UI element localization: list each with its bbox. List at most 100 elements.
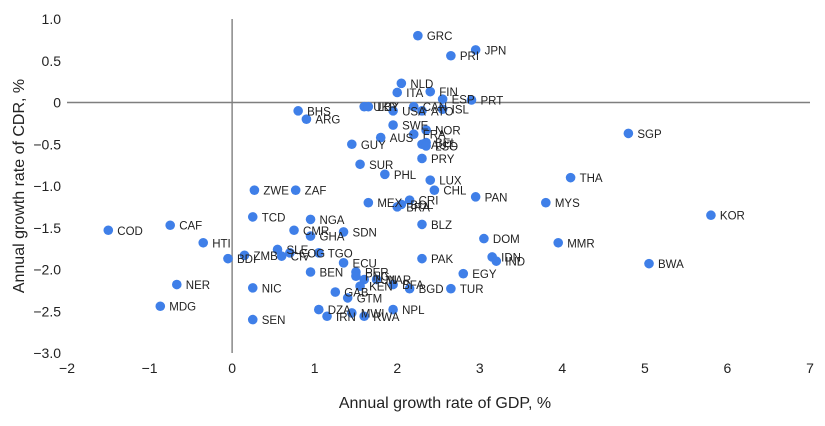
point-label-bwa: BWA	[658, 259, 684, 271]
point-label-chl: CHL	[443, 186, 467, 198]
data-point-jpn	[470, 45, 481, 55]
y-tick-label: −2.5	[33, 303, 61, 319]
data-point-hti	[198, 237, 209, 248]
data-point-ecu	[338, 258, 349, 268]
data-point-cri	[404, 195, 415, 205]
point-label-idn: IDN	[501, 252, 521, 264]
y-tick-label: 0	[53, 95, 61, 111]
data-point-nga	[305, 214, 316, 225]
data-point-npl	[388, 304, 398, 315]
data-point-rwa	[359, 311, 370, 322]
y-tick-label: −3.0	[33, 345, 61, 361]
point-label-ato: ATO	[431, 106, 454, 118]
data-point-bdi	[223, 253, 233, 264]
data-point-bfa	[388, 279, 398, 290]
point-label-lby: LBY	[377, 102, 399, 114]
data-point-chl	[429, 185, 440, 195]
data-point-aus	[375, 132, 386, 143]
point-label-bol: BOL	[410, 200, 434, 212]
data-point-can	[408, 101, 419, 112]
data-point-zwe	[249, 185, 260, 195]
data-point-caf	[165, 220, 175, 231]
point-label-tur: TUR	[460, 284, 484, 296]
data-point-lux	[425, 175, 436, 185]
point-label-mar: MAR	[386, 275, 412, 287]
x-tick-label: 5	[641, 360, 649, 376]
point-label-cmr: CMR	[303, 226, 329, 238]
point-label-ukr: UKR	[373, 102, 397, 114]
point-label-bdi: BDI	[237, 254, 256, 266]
data-point-prt	[466, 95, 477, 105]
data-point-arg	[301, 114, 312, 124]
point-label-ben: BEN	[320, 268, 344, 280]
data-point-dom	[479, 233, 489, 244]
data-point-bra	[392, 202, 403, 212]
point-label-pry: PRY	[431, 154, 455, 166]
point-label-tcd: TCD	[262, 212, 286, 224]
point-label-bfa: BFA	[402, 280, 424, 292]
point-label-nor: NOR	[435, 126, 461, 138]
x-tick-label: −2	[59, 360, 75, 376]
y-tick-label: −2.0	[33, 262, 61, 278]
x-tick-label: 1	[311, 360, 319, 376]
point-label-grc: GRC	[427, 31, 453, 43]
point-label-civ: CIV	[291, 252, 311, 264]
data-point-grc	[413, 30, 423, 41]
x-axis-title: Annual growth rate of GDP, %	[339, 395, 551, 412]
data-points	[103, 30, 716, 325]
point-label-ecu: ECU	[353, 258, 377, 270]
data-point-isl	[437, 104, 448, 114]
point-label-mdg: MDG	[169, 302, 196, 314]
point-label-egy: EGY	[472, 269, 497, 281]
data-point-mmr	[553, 237, 564, 248]
point-label-bel: BEL	[435, 138, 457, 150]
data-point-gtm	[342, 293, 353, 303]
data-point-bhs	[293, 106, 303, 116]
point-label-gha: GHA	[320, 232, 345, 244]
point-label-can: CAN	[423, 102, 447, 114]
point-label-lso: LSO	[435, 141, 458, 153]
point-label-dom: DOM	[493, 234, 520, 246]
tick-labels: 1.0 0.5 0 −0.5 −1.0 −1.5 −2.0 −2.5 −3.0−2 −1 0 1 2 3 4…	[33, 11, 814, 376]
x-tick-label: 0	[228, 360, 236, 376]
data-point-mwi	[347, 308, 357, 318]
point-label-pri: PRI	[460, 51, 479, 63]
point-label-tun: TUN	[373, 275, 397, 287]
point-label-hti: HTI	[212, 238, 231, 250]
data-point-png	[351, 271, 361, 281]
point-label-fin: FIN	[439, 87, 458, 99]
point-label-gab: GAB	[344, 288, 369, 300]
data-point-nld	[396, 78, 407, 89]
data-point-ita	[392, 87, 403, 98]
data-point-pan	[470, 192, 481, 202]
point-label-npl: NPL	[402, 305, 425, 317]
data-point-gha	[305, 231, 316, 241]
x-tick-label: 7	[806, 360, 814, 376]
point-label-blz: BLZ	[431, 220, 452, 232]
point-label-bra: BRA	[406, 202, 430, 214]
point-label-nic: NIC	[262, 283, 282, 295]
point-label-sgp: SGP	[637, 129, 662, 141]
point-label-sle: SLE	[287, 245, 309, 257]
x-tick-label: −1	[142, 360, 158, 376]
point-label-mex: MEX	[377, 198, 402, 210]
data-point-fra	[408, 129, 419, 140]
x-tick-label: 3	[476, 360, 484, 376]
x-tick-label: 2	[393, 360, 401, 376]
point-label-nld: NLD	[410, 79, 433, 91]
data-point-nor	[421, 125, 431, 135]
point-label-kor: KOR	[720, 211, 745, 223]
y-tick-label: 1.0	[42, 11, 62, 27]
data-point-sur	[355, 159, 365, 170]
point-label-jpn: JPN	[485, 45, 507, 57]
data-point-irn	[322, 311, 332, 322]
data-point-egy	[458, 268, 469, 279]
point-label-sdn: SDN	[353, 227, 377, 239]
data-point-esp	[437, 94, 448, 104]
data-point-pak	[417, 253, 427, 264]
point-label-ner: NER	[186, 280, 210, 292]
point-label-zwe: ZWE	[263, 186, 289, 198]
point-label-fra: FRA	[423, 130, 446, 142]
